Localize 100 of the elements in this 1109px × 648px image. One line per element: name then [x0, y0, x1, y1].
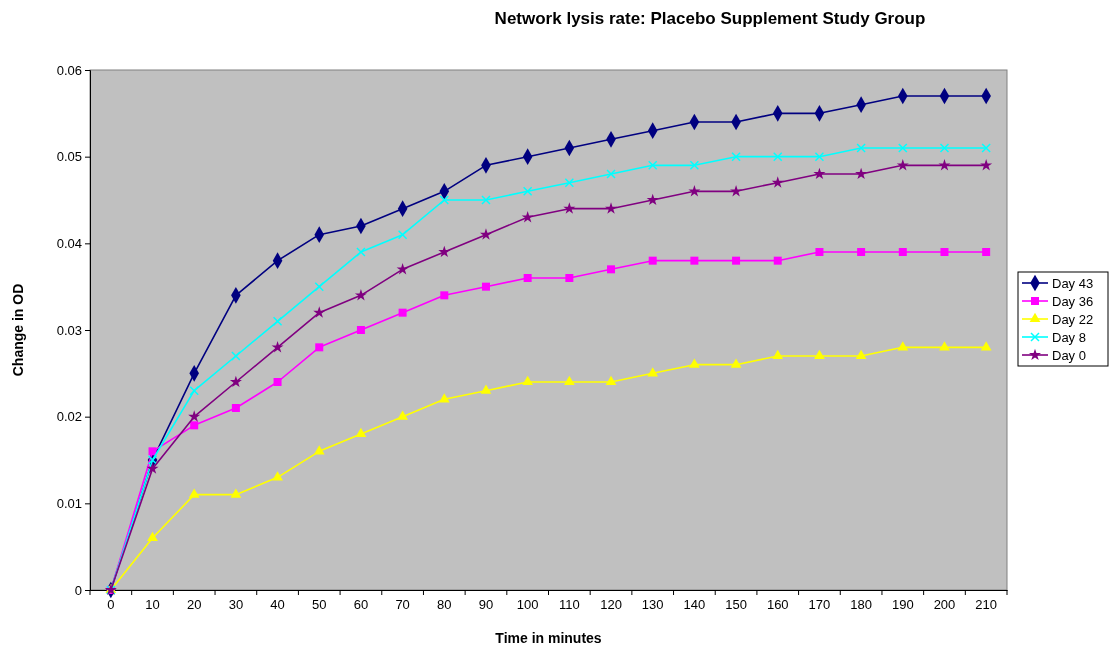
x-tick-label: 40: [270, 596, 285, 612]
point: [230, 488, 242, 498]
point: [773, 151, 783, 162]
point: [438, 393, 450, 403]
x-tick-label: 100: [516, 596, 539, 612]
point: [898, 143, 908, 153]
point: [313, 445, 325, 455]
point: [939, 143, 950, 153]
point: [563, 202, 576, 214]
point: [522, 186, 533, 197]
y-tick-label: 0.06: [56, 62, 82, 78]
x-tick-label: 60: [353, 596, 369, 612]
point: [481, 195, 491, 205]
x-tick-label: 180: [850, 596, 872, 612]
x-tick-label: 210: [975, 596, 998, 612]
point: [896, 159, 909, 171]
point: [271, 341, 284, 353]
point: [314, 281, 324, 292]
x-tick-label: 70: [395, 596, 410, 612]
point: [396, 263, 409, 275]
y-axis-title: Change in OD: [10, 283, 26, 377]
y-tick-label: 0.05: [56, 149, 82, 165]
y-tick-label: 0.02: [56, 409, 82, 425]
point: [397, 410, 408, 420]
point: [605, 375, 617, 386]
point: [646, 193, 659, 206]
legend-label: Day 43: [1052, 276, 1094, 291]
point: [772, 349, 784, 360]
point: [479, 228, 492, 240]
x-tick-label: 80: [437, 596, 452, 612]
x-tick-label: 50: [312, 596, 327, 612]
point: [689, 358, 700, 368]
point: [897, 341, 909, 351]
point: [313, 306, 326, 318]
point: [440, 291, 449, 300]
point: [231, 351, 241, 361]
x-tick-label: 120: [600, 596, 622, 612]
legend-label: Day 22: [1052, 312, 1094, 327]
legend-label: Day 36: [1052, 294, 1094, 309]
point: [898, 248, 907, 256]
point: [647, 367, 659, 377]
point: [355, 427, 367, 438]
point: [480, 384, 492, 394]
y-tick-label: 0.01: [56, 495, 82, 511]
x-tick-label: 90: [478, 596, 494, 612]
point: [940, 248, 949, 256]
x-tick-label: 0: [107, 596, 115, 612]
point: [730, 185, 743, 197]
point: [980, 159, 993, 171]
point: [605, 202, 618, 214]
point: [146, 462, 159, 474]
point: [732, 256, 741, 265]
point: [939, 341, 950, 351]
x-tick-label: 130: [641, 596, 664, 612]
point: [813, 167, 826, 180]
point: [273, 378, 282, 386]
point: [438, 245, 451, 258]
x-tick-label: 170: [808, 596, 831, 612]
chart-title: Network lysis rate: Placebo Supplement Study Group: [494, 9, 926, 28]
x-tick-label: 20: [186, 596, 202, 612]
point: [815, 248, 824, 256]
point: [521, 211, 534, 223]
x-tick-label: 160: [766, 596, 789, 612]
point: [315, 343, 324, 352]
point: [771, 176, 784, 188]
point: [648, 256, 657, 265]
point: [356, 247, 366, 257]
point: [398, 308, 407, 317]
x-tick-label: 150: [725, 596, 747, 612]
point: [397, 229, 408, 240]
x-tick-label: 30: [228, 596, 244, 612]
point: [188, 488, 200, 498]
point: [188, 410, 201, 422]
point: [229, 375, 242, 388]
point: [523, 274, 532, 282]
point: [814, 349, 825, 360]
point: [190, 421, 199, 430]
point: [647, 160, 658, 171]
point: [189, 385, 199, 396]
point: [522, 375, 534, 386]
point: [481, 282, 490, 291]
point: [607, 265, 616, 274]
legend-label: Day 8: [1052, 330, 1086, 345]
point: [688, 185, 701, 197]
point: [730, 358, 742, 368]
point: [354, 289, 367, 301]
point: [563, 375, 575, 386]
point: [439, 195, 450, 205]
legend-label: Day 0: [1052, 348, 1086, 363]
x-axis-title: Time in minutes: [495, 630, 602, 646]
point: [982, 248, 991, 256]
point: [855, 167, 868, 180]
y-tick-label: 0.03: [56, 322, 82, 338]
point: [857, 248, 866, 256]
point: [565, 274, 574, 282]
point: [147, 455, 158, 465]
point: [731, 151, 741, 162]
point: [689, 160, 700, 171]
point: [938, 159, 951, 171]
point: [148, 447, 157, 456]
